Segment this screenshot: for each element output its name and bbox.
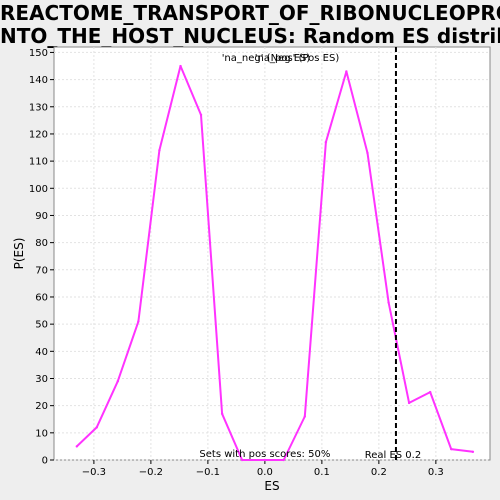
y-tick-label: 90 <box>35 211 48 222</box>
y-tick-label: 150 <box>29 48 48 59</box>
es-distribution-point <box>240 458 244 462</box>
x-tick-label: 0.1 <box>314 467 330 478</box>
y-tick-label: 10 <box>35 428 48 439</box>
es-distribution-point <box>199 113 203 117</box>
es-distribution-point <box>303 415 306 418</box>
chart-title-line-1: REACTOME_TRANSPORT_OF_RIBONUCLEOPROTEINS… <box>0 1 500 25</box>
es-distribution-point <box>366 151 369 155</box>
es-distribution-point <box>137 320 140 323</box>
es-distribution-point <box>116 380 120 383</box>
y-tick-label: 140 <box>29 75 48 86</box>
plot-background <box>53 46 491 461</box>
es-distribution-point <box>158 149 161 152</box>
es-distribution-point <box>95 426 98 429</box>
y-tick-label: 70 <box>35 265 48 276</box>
es-distribution-point <box>387 301 390 304</box>
legend-neg-label: 'na_neg' (Neg ES) <box>222 53 311 64</box>
es-distribution-point <box>471 450 475 454</box>
real-es-group: Real ES 0.2 <box>365 47 421 461</box>
x-tick-label: −0.2 <box>139 467 163 478</box>
y-tick-label: 80 <box>35 238 48 249</box>
y-tick-label: 50 <box>35 320 48 331</box>
x-axis: −0.3 −0.2 −0.1 0.0 0.1 0.2 0.3 <box>82 460 444 478</box>
es-distribution-point <box>263 458 267 462</box>
y-tick-label: 110 <box>29 157 48 168</box>
y-tick-label: 40 <box>35 347 48 358</box>
es-distribution-point <box>407 401 411 405</box>
y-axis: 0 10 20 30 40 50 60 70 80 90 100 110 120 130 140 150 <box>29 48 54 467</box>
x-tick-label: −0.3 <box>82 467 106 478</box>
real-es-label: Real ES 0.2 <box>365 450 421 461</box>
y-tick-label: 20 <box>35 401 48 412</box>
y-tick-label: 0 <box>42 456 48 467</box>
x-tick-label: 0.0 <box>257 467 273 478</box>
es-distribution-point <box>428 390 432 394</box>
x-axis-label: ES <box>264 479 279 493</box>
grid-lines <box>54 47 490 461</box>
es-distribution-point <box>282 458 285 462</box>
y-tick-label: 120 <box>29 129 48 140</box>
x-tick-label: −0.1 <box>196 467 220 478</box>
y-tick-label: 130 <box>29 102 48 113</box>
es-distribution-point <box>324 140 328 144</box>
es-distribution-point <box>75 445 78 448</box>
x-tick-label: 0.3 <box>428 467 444 478</box>
chart-title-line-2: NTO_THE_HOST_NUCLEUS: Random ES distribu… <box>0 24 500 48</box>
es-distribution-point <box>220 412 224 416</box>
y-tick-label: 60 <box>35 292 48 303</box>
es-distribution-point <box>345 70 348 73</box>
es-distribution-point <box>450 447 453 451</box>
y-tick-label: 100 <box>29 184 48 195</box>
es-distribution-point <box>179 64 182 68</box>
es-distribution-line <box>76 65 474 461</box>
y-axis-label: P(ES) <box>12 238 26 270</box>
x-tick-label: 0.2 <box>371 467 387 478</box>
annotation-pos-scores: Sets with pos scores: 50% <box>199 449 330 460</box>
y-tick-label: 30 <box>35 374 48 385</box>
series-group <box>75 64 475 462</box>
legend-pos-label: 'na_pos' (Pos ES) <box>255 53 340 64</box>
